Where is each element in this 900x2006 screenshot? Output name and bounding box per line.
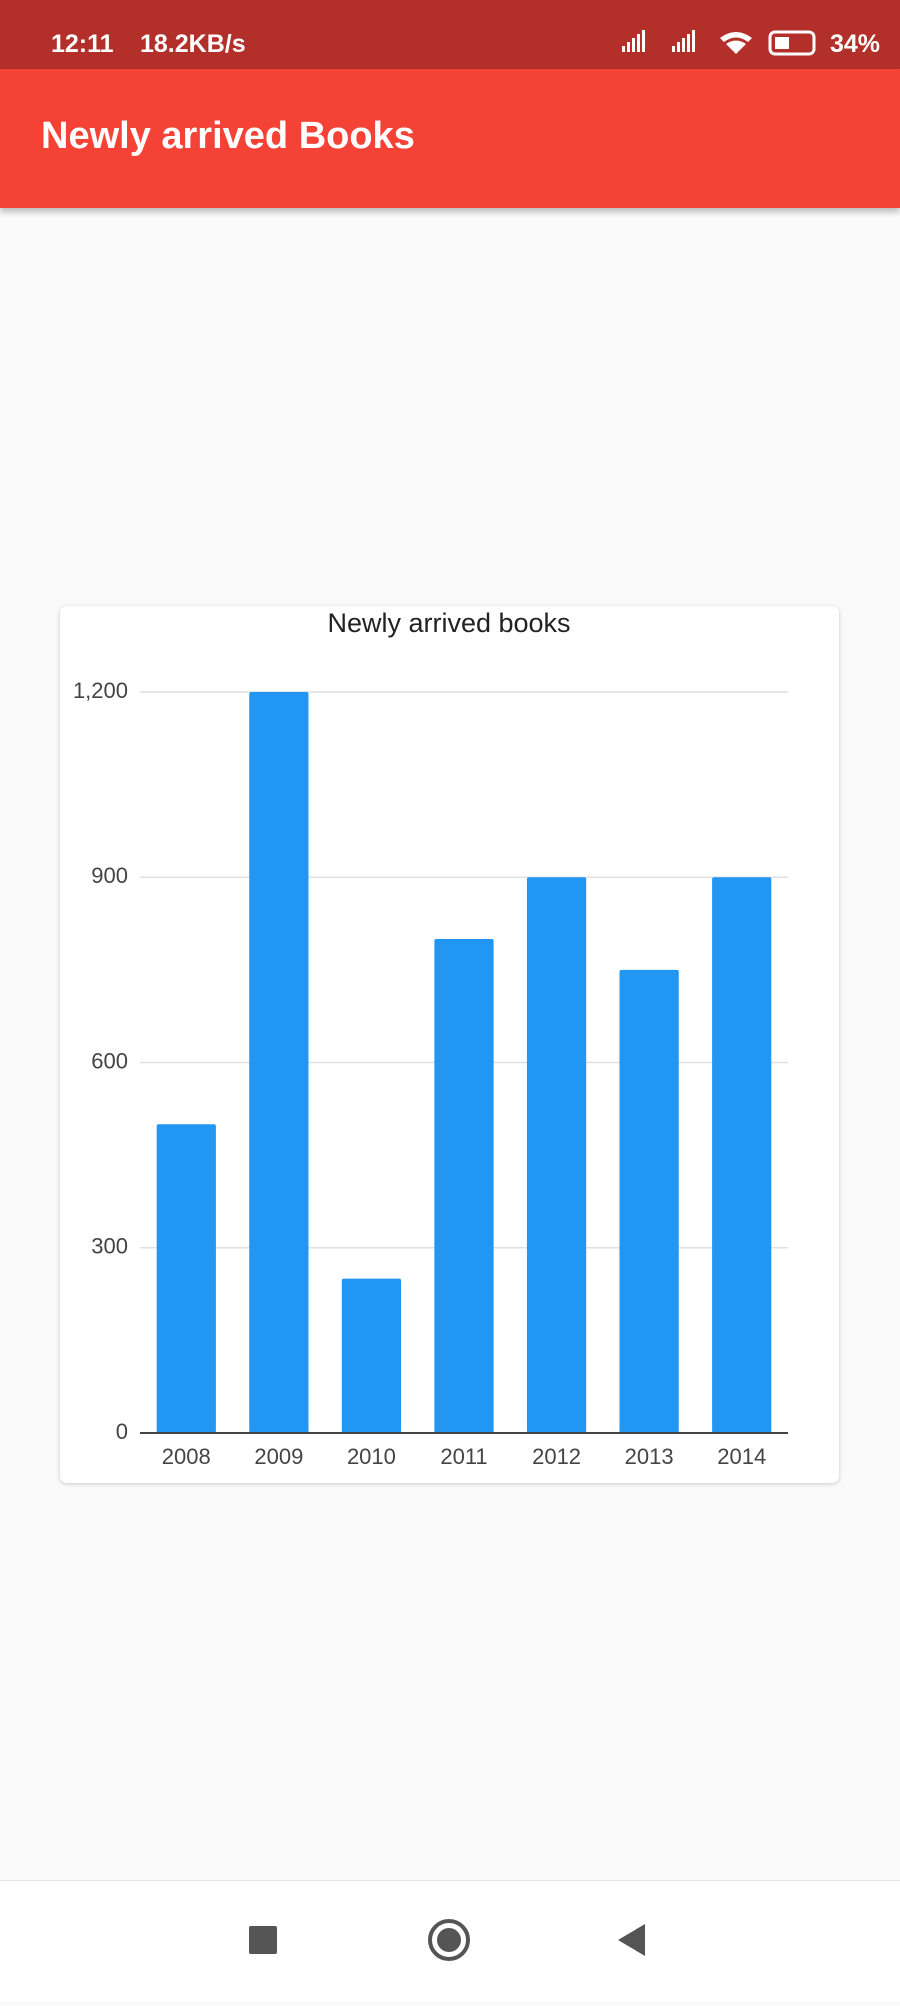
network-speed: 18.2KB/s bbox=[140, 30, 246, 58]
bar bbox=[249, 692, 309, 1433]
status-bar: 12:11 18.2KB/s 34% bbox=[0, 0, 900, 69]
bar bbox=[712, 877, 772, 1433]
x-tick-label: 2014 bbox=[717, 1444, 766, 1469]
navigation-bar bbox=[0, 1880, 900, 2001]
battery-level: 34% bbox=[830, 30, 881, 58]
y-tick-label: 300 bbox=[91, 1234, 128, 1259]
y-tick-label: 0 bbox=[116, 1419, 128, 1444]
y-tick-label: 1,200 bbox=[73, 678, 128, 703]
x-tick-label: 2013 bbox=[625, 1444, 674, 1469]
bar bbox=[156, 1124, 216, 1433]
clock: 12:11 bbox=[51, 30, 114, 58]
nav-icons bbox=[249, 1919, 645, 1961]
chart: Newly arrived books 0 300 600 900 1,200 2008 2… bbox=[73, 608, 788, 1469]
x-tick-label: 2008 bbox=[162, 1444, 211, 1469]
home-button[interactable] bbox=[428, 1919, 470, 1961]
bar bbox=[619, 969, 679, 1433]
bar bbox=[434, 939, 494, 1433]
x-tick-label: 2010 bbox=[347, 1444, 396, 1469]
status-icons bbox=[622, 30, 816, 56]
home-dot bbox=[437, 1928, 461, 1952]
y-tick-label: 900 bbox=[91, 863, 128, 888]
chart-title: Newly arrived books bbox=[327, 608, 570, 638]
y-tick-label: 600 bbox=[91, 1048, 128, 1073]
app-title: Newly arrived Books bbox=[41, 115, 415, 157]
x-tick-label: 2011 bbox=[440, 1444, 487, 1469]
x-tick-label: 2009 bbox=[254, 1444, 303, 1469]
bar bbox=[526, 877, 587, 1433]
recents-button[interactable] bbox=[249, 1926, 277, 1954]
app-bar: Newly arrived Books bbox=[0, 69, 900, 208]
x-tick-label: 2012 bbox=[532, 1444, 581, 1469]
bar bbox=[341, 1278, 402, 1433]
chart-card: Newly arrived books 0 300 600 900 1,200 2008 2… bbox=[60, 606, 839, 1483]
back-button[interactable] bbox=[618, 1924, 645, 1956]
